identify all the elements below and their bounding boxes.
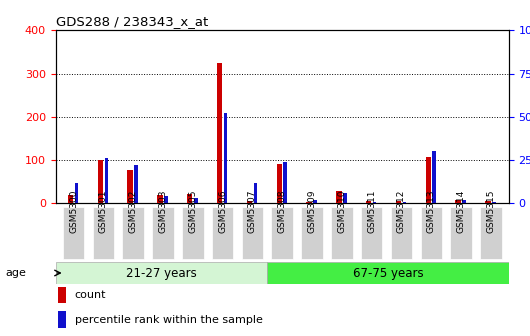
- Text: GSM5313: GSM5313: [427, 189, 436, 233]
- Text: 67-75 years: 67-75 years: [353, 266, 423, 280]
- Text: 21-27 years: 21-27 years: [126, 266, 197, 280]
- Bar: [98, 160, 103, 203]
- Bar: [306, 202, 312, 203]
- Bar: [492, 202, 496, 203]
- FancyBboxPatch shape: [361, 207, 382, 259]
- FancyBboxPatch shape: [122, 207, 144, 259]
- Text: GSM5307: GSM5307: [248, 189, 257, 233]
- Text: GSM5300: GSM5300: [69, 189, 78, 233]
- Text: GSM5312: GSM5312: [397, 189, 406, 233]
- Bar: [373, 202, 376, 203]
- Bar: [75, 182, 78, 203]
- Text: GSM5311: GSM5311: [367, 189, 376, 233]
- Bar: [224, 113, 227, 203]
- Bar: [277, 164, 282, 203]
- FancyBboxPatch shape: [420, 207, 442, 259]
- FancyBboxPatch shape: [331, 207, 352, 259]
- Bar: [194, 198, 198, 203]
- Bar: [313, 200, 317, 203]
- Bar: [187, 194, 192, 203]
- Bar: [157, 195, 163, 203]
- FancyBboxPatch shape: [301, 207, 323, 259]
- Bar: [58, 287, 66, 303]
- Bar: [128, 170, 133, 203]
- Bar: [455, 200, 461, 203]
- Bar: [396, 201, 401, 203]
- Bar: [432, 151, 436, 203]
- Text: GSM5308: GSM5308: [278, 189, 287, 233]
- Bar: [284, 162, 287, 203]
- Text: GSM5306: GSM5306: [218, 189, 227, 233]
- Bar: [58, 311, 66, 328]
- Bar: [267, 262, 509, 284]
- Bar: [426, 157, 431, 203]
- Text: GDS288 / 238343_x_at: GDS288 / 238343_x_at: [56, 15, 208, 28]
- Bar: [485, 201, 491, 203]
- FancyBboxPatch shape: [450, 207, 472, 259]
- FancyBboxPatch shape: [271, 207, 293, 259]
- Text: GSM5303: GSM5303: [158, 189, 167, 233]
- FancyBboxPatch shape: [391, 207, 412, 259]
- Text: GSM5309: GSM5309: [307, 189, 316, 233]
- FancyBboxPatch shape: [63, 207, 84, 259]
- FancyBboxPatch shape: [212, 207, 233, 259]
- Bar: [366, 201, 372, 203]
- FancyBboxPatch shape: [93, 207, 114, 259]
- Bar: [343, 193, 347, 203]
- Text: count: count: [75, 290, 106, 300]
- Text: percentile rank within the sample: percentile rank within the sample: [75, 314, 262, 325]
- Text: GSM5310: GSM5310: [338, 189, 346, 233]
- Text: age: age: [5, 268, 26, 278]
- Bar: [403, 202, 406, 203]
- FancyBboxPatch shape: [182, 207, 204, 259]
- FancyBboxPatch shape: [242, 207, 263, 259]
- Bar: [217, 63, 222, 203]
- FancyBboxPatch shape: [480, 207, 501, 259]
- Text: GSM5315: GSM5315: [487, 189, 496, 233]
- Text: GSM5301: GSM5301: [99, 189, 108, 233]
- Text: GSM5314: GSM5314: [457, 189, 465, 233]
- Text: GSM5305: GSM5305: [188, 189, 197, 233]
- Bar: [104, 158, 108, 203]
- Bar: [462, 200, 466, 203]
- Text: GSM5302: GSM5302: [129, 189, 138, 233]
- Bar: [135, 165, 138, 203]
- Bar: [247, 201, 252, 203]
- Bar: [253, 182, 257, 203]
- Bar: [56, 262, 267, 284]
- Bar: [68, 195, 73, 203]
- Bar: [164, 196, 167, 203]
- Bar: [336, 191, 341, 203]
- FancyBboxPatch shape: [152, 207, 174, 259]
